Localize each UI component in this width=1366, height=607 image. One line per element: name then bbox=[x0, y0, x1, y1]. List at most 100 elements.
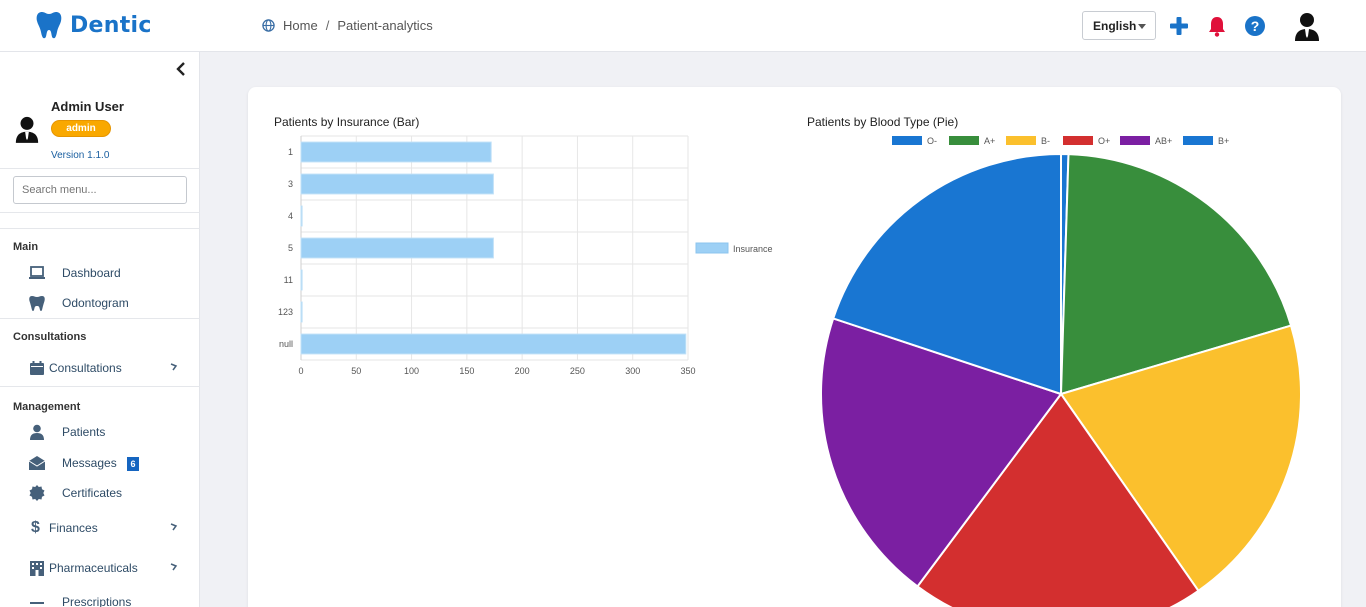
sidebar-item-dashboard[interactable]: Dashboard bbox=[0, 261, 200, 285]
pie-slice bbox=[831, 152, 1062, 396]
top-bar: Dentic Home / Patient-analytics English … bbox=[0, 0, 1366, 52]
legend-label: AB+ bbox=[1155, 136, 1172, 146]
legend-label: O+ bbox=[1098, 136, 1110, 146]
globe-icon bbox=[262, 19, 275, 32]
x-tick-label: 100 bbox=[404, 366, 419, 376]
chevron-left-icon[interactable] bbox=[172, 60, 190, 78]
pie-slice bbox=[916, 392, 1200, 607]
user-icon bbox=[30, 424, 44, 440]
insurance-bar-chart: 0 50 100 150 200 250 300 350 1 3 4 5 11 123 null Insura… bbox=[278, 135, 773, 376]
x-tick-label: 150 bbox=[459, 366, 474, 376]
expand-arrow-icon bbox=[170, 563, 178, 571]
expand-arrow-icon bbox=[170, 363, 178, 371]
y-tick-label: 3 bbox=[288, 179, 293, 189]
divider bbox=[0, 386, 200, 387]
section-consultations: Consultations bbox=[13, 331, 87, 343]
sidebar-item-label: Patients bbox=[62, 425, 106, 439]
y-tick-label: null bbox=[279, 339, 293, 349]
chevron-down-icon bbox=[1138, 24, 1146, 29]
legend-swatch bbox=[892, 136, 922, 145]
y-tick-label: 123 bbox=[278, 307, 293, 317]
divider bbox=[0, 212, 200, 213]
pie-slice bbox=[1059, 324, 1302, 593]
x-tick-label: 50 bbox=[351, 366, 361, 376]
sidebar-item-finances[interactable]: $ Finances bbox=[0, 516, 200, 540]
calendar-icon bbox=[30, 361, 44, 375]
bar bbox=[300, 141, 492, 163]
sidebar-item-label: Dashboard bbox=[62, 266, 121, 280]
question-icon[interactable]: ? bbox=[1243, 14, 1267, 38]
sidebar-item-consultations[interactable]: Consultations bbox=[0, 356, 200, 380]
sidebar-item-label: Prescriptions bbox=[62, 595, 132, 607]
analytics-card: Patients by Insurance (Bar) 0 50 100 150 200… bbox=[248, 87, 1341, 607]
app-logo[interactable]: Dentic bbox=[36, 11, 152, 39]
bell-icon[interactable] bbox=[1205, 14, 1229, 38]
user-name: Admin User bbox=[51, 99, 124, 114]
x-tick-label: 250 bbox=[570, 366, 585, 376]
sidebar-item-label: Pharmaceuticals bbox=[49, 561, 138, 575]
legend-swatch bbox=[1120, 136, 1150, 145]
envelope-open-icon bbox=[28, 456, 46, 470]
x-tick-label: 200 bbox=[515, 366, 530, 376]
pie-chart-title: Patients by Blood Type (Pie) bbox=[807, 115, 959, 129]
divider bbox=[0, 228, 200, 229]
breadcrumb-current: Patient-analytics bbox=[337, 18, 433, 33]
sidebar-item-odontogram[interactable]: Odontogram bbox=[0, 291, 200, 315]
section-main: Main bbox=[13, 241, 39, 253]
section-management: Management bbox=[13, 401, 81, 413]
user-avatar-icon bbox=[15, 116, 39, 143]
sidebar-item-pharmaceuticals[interactable]: Pharmaceuticals bbox=[0, 556, 200, 580]
x-tick-label: 350 bbox=[680, 366, 695, 376]
divider bbox=[0, 168, 200, 169]
y-tick-label: 11 bbox=[284, 275, 293, 285]
legend-swatch bbox=[1183, 136, 1213, 145]
list-icon bbox=[30, 602, 44, 604]
bar bbox=[300, 205, 303, 227]
expand-arrow-icon bbox=[170, 523, 178, 531]
language-value: English bbox=[1093, 18, 1137, 33]
legend-label: A+ bbox=[984, 136, 995, 146]
legend-label: B+ bbox=[1218, 136, 1229, 146]
sidebar-item-patients[interactable]: Patients bbox=[0, 420, 200, 444]
legend-label: Insurance bbox=[733, 244, 773, 254]
messages-count-badge: 6 bbox=[127, 457, 139, 471]
pie-slice bbox=[1059, 153, 1293, 396]
legend-label: B- bbox=[1041, 136, 1050, 146]
sidebar-item-label: Messages bbox=[62, 456, 117, 470]
legend-swatch bbox=[695, 242, 729, 254]
breadcrumb: Home / Patient-analytics bbox=[262, 18, 433, 33]
breadcrumb-home[interactable]: Home bbox=[283, 18, 318, 33]
bar bbox=[300, 333, 687, 355]
laptop-icon bbox=[29, 266, 45, 279]
blood-type-pie-chart: O- A+ B- O+ AB+ B+ bbox=[820, 136, 1302, 607]
role-badge: admin bbox=[51, 120, 111, 137]
building-icon bbox=[30, 561, 44, 576]
language-select[interactable]: English bbox=[1082, 11, 1156, 40]
certificate-icon bbox=[29, 485, 45, 501]
svg-text:?: ? bbox=[1251, 18, 1260, 34]
legend-swatch bbox=[949, 136, 979, 145]
plus-icon[interactable] bbox=[1167, 14, 1191, 38]
y-tick-label: 4 bbox=[288, 211, 293, 221]
sidebar-item-label: Consultations bbox=[49, 361, 122, 375]
y-tick-label: 1 bbox=[288, 147, 293, 157]
bar bbox=[300, 301, 303, 323]
sidebar-item-prescriptions[interactable]: Prescriptions bbox=[0, 590, 200, 607]
bar bbox=[300, 269, 303, 291]
x-tick-label: 300 bbox=[625, 366, 640, 376]
bar bbox=[300, 237, 494, 259]
user-avatar-icon[interactable] bbox=[1293, 11, 1321, 41]
dollar-icon: $ bbox=[31, 519, 40, 536]
sidebar: Admin User admin Version 1.1.0 Main Dash… bbox=[0, 52, 200, 607]
divider bbox=[0, 318, 200, 319]
pie-slice bbox=[820, 317, 1063, 588]
tooth-icon bbox=[36, 12, 62, 39]
x-tick-label: 0 bbox=[298, 366, 303, 376]
version-label: Version 1.1.0 bbox=[51, 150, 110, 161]
sidebar-item-certificates[interactable]: Certificates bbox=[0, 481, 200, 505]
sidebar-item-messages[interactable]: Messages 6 bbox=[0, 451, 200, 475]
legend-swatch bbox=[1063, 136, 1093, 145]
legend-swatch bbox=[1006, 136, 1036, 145]
search-menu-input[interactable] bbox=[13, 176, 187, 204]
tooth-icon bbox=[29, 296, 45, 312]
